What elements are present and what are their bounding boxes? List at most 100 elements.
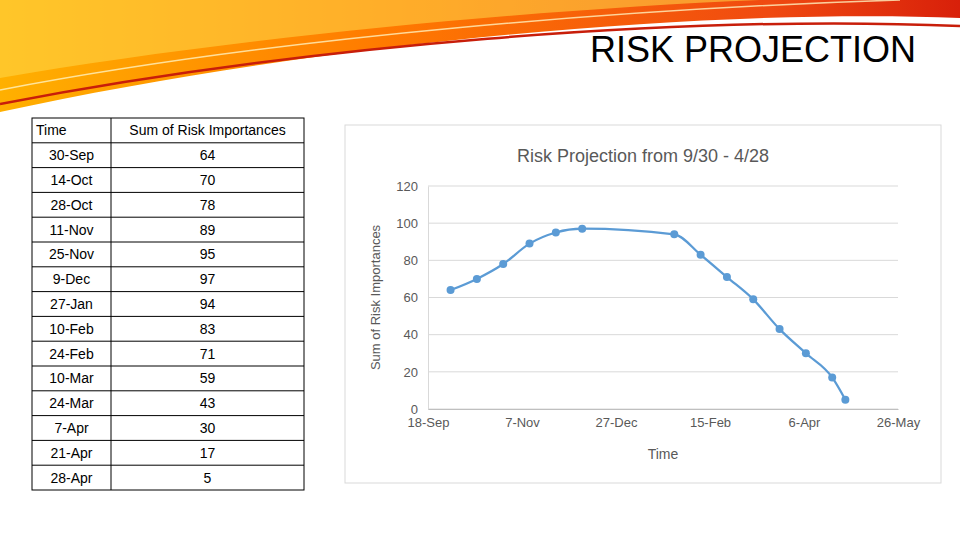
swoosh-band bbox=[0, 0, 960, 112]
table-cell: 95 bbox=[200, 246, 216, 262]
chart-title: Risk Projection from 9/30 - 4/28 bbox=[517, 146, 769, 166]
decoration bbox=[0, 0, 960, 112]
x-tick: 26-May bbox=[877, 409, 921, 430]
table-cell: 89 bbox=[200, 222, 216, 238]
data-point bbox=[841, 396, 849, 404]
table-row-border bbox=[32, 291, 304, 292]
chart: 02040608010012018-Sep7-Nov27-Dec15-Feb6-… bbox=[345, 125, 941, 483]
y-tick: 40 bbox=[404, 327, 428, 342]
chart-frame bbox=[345, 125, 941, 483]
table-cell: 21-Apr bbox=[50, 445, 92, 461]
x-tick: 27-Dec bbox=[596, 409, 638, 430]
table-cell: 24-Feb bbox=[49, 346, 94, 362]
y-tick-label: 60 bbox=[404, 290, 418, 305]
y-tick: 60 bbox=[404, 290, 428, 305]
table-row-border bbox=[32, 192, 304, 193]
table-cell: 43 bbox=[200, 395, 216, 411]
x-tick-label: 7-Nov bbox=[505, 415, 540, 430]
grid bbox=[428, 186, 898, 409]
table-header: Time bbox=[36, 122, 67, 138]
table-cell: 10-Mar bbox=[49, 370, 94, 386]
y-tick-label: 80 bbox=[404, 253, 418, 268]
y-tick: 100 bbox=[396, 216, 428, 231]
table-cell: 9-Dec bbox=[53, 271, 90, 287]
y-tick-label: 100 bbox=[396, 216, 418, 231]
swoosh-stripe bbox=[0, 23, 960, 104]
table-row-border bbox=[32, 142, 304, 143]
table-cell: 97 bbox=[200, 271, 216, 287]
y-tick-label: 120 bbox=[396, 179, 418, 194]
table-cell: 28-Oct bbox=[50, 197, 92, 213]
table-cell: 24-Mar bbox=[49, 395, 94, 411]
data-point bbox=[552, 228, 560, 236]
y-tick: 80 bbox=[404, 253, 428, 268]
table-row-border bbox=[32, 217, 304, 218]
data-table: Time Sum of Risk Importances 30-Sep 64 14-Oc… bbox=[32, 118, 304, 490]
table-row-border bbox=[32, 415, 304, 416]
table-column-border bbox=[111, 118, 112, 490]
plot-marks bbox=[447, 225, 850, 404]
y-tick-label: 20 bbox=[404, 364, 418, 379]
x-axis: 18-Sep 7-Nov 27-Dec 15-Feb 6-Apr 26-May bbox=[408, 409, 921, 430]
table-row-border bbox=[32, 242, 304, 243]
data-point bbox=[670, 230, 678, 238]
table-cell: 83 bbox=[200, 321, 216, 337]
table-cell: 25-Nov bbox=[49, 246, 94, 262]
table-cell: 59 bbox=[200, 370, 216, 386]
y-tick-label: 40 bbox=[404, 327, 418, 342]
data-point bbox=[776, 325, 784, 333]
slide-title: RISK PROJECTION bbox=[590, 29, 916, 70]
y-axis: 020406080100120 bbox=[396, 179, 428, 417]
y-tick: 120 bbox=[396, 179, 428, 194]
table-row-border bbox=[32, 366, 304, 367]
data-line bbox=[451, 229, 846, 400]
x-tick-label: 27-Dec bbox=[596, 415, 638, 430]
x-tick-label: 26-May bbox=[877, 415, 921, 430]
data-point bbox=[828, 373, 836, 381]
y-axis-title: Sum of Risk Importances bbox=[368, 224, 383, 370]
data-point bbox=[749, 295, 757, 303]
table-cell: 14-Oct bbox=[50, 172, 92, 188]
data-point bbox=[723, 273, 731, 281]
table-row-border bbox=[32, 341, 304, 342]
x-tick: 7-Nov bbox=[505, 409, 540, 430]
table-row-border bbox=[32, 390, 304, 391]
x-tick-label: 18-Sep bbox=[408, 415, 450, 430]
table-background bbox=[32, 118, 304, 490]
table-cell: 27-Jan bbox=[50, 296, 93, 312]
data-point bbox=[578, 225, 586, 233]
data-point bbox=[473, 275, 481, 283]
data-point bbox=[697, 251, 705, 259]
table-header: Sum of Risk Importances bbox=[129, 122, 285, 138]
grid-line bbox=[428, 334, 898, 335]
x-tick: 15-Feb bbox=[690, 409, 731, 430]
table-row-border bbox=[32, 465, 304, 466]
table-row-border bbox=[32, 266, 304, 267]
grid-line bbox=[428, 186, 898, 187]
table-cell: 78 bbox=[200, 197, 216, 213]
grid-line bbox=[428, 409, 898, 410]
table-cell: 5 bbox=[204, 470, 212, 486]
table-cell: 17 bbox=[200, 445, 216, 461]
x-axis-title: Time bbox=[648, 446, 679, 462]
table-cell: 10-Feb bbox=[49, 321, 94, 337]
data-point bbox=[447, 286, 455, 294]
grid-line bbox=[428, 260, 898, 261]
table-cell: 30 bbox=[200, 420, 216, 436]
x-axis-line bbox=[429, 409, 899, 410]
x-tick: 6-Apr bbox=[789, 409, 821, 430]
table-cell: 94 bbox=[200, 296, 216, 312]
table-cell: 64 bbox=[200, 147, 216, 163]
data-point bbox=[802, 349, 810, 357]
table-cell: 70 bbox=[200, 172, 216, 188]
y-tick: 20 bbox=[404, 364, 428, 379]
table-cell: 30-Sep bbox=[49, 147, 94, 163]
y-axis-line bbox=[428, 187, 429, 410]
data-point bbox=[499, 260, 507, 268]
table-cell: 11-Nov bbox=[49, 222, 93, 238]
data-point bbox=[526, 240, 534, 248]
table-row-border bbox=[32, 316, 304, 317]
x-tick-label: 6-Apr bbox=[789, 415, 821, 430]
table-row-border bbox=[32, 167, 304, 168]
table-row-border bbox=[32, 440, 304, 441]
